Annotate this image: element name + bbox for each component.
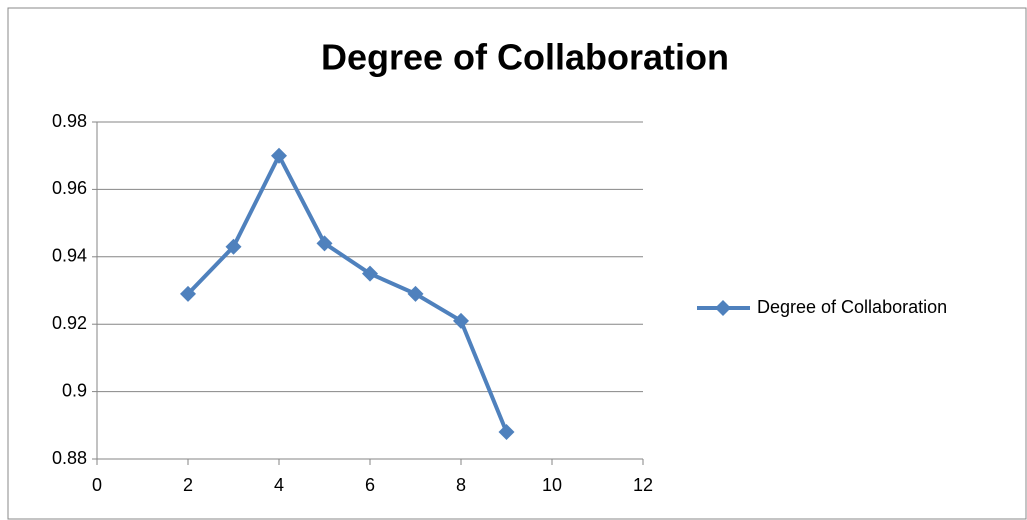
x-tick-label: 0 — [92, 475, 102, 495]
chart-title: Degree of Collaboration — [321, 37, 729, 78]
data-point — [180, 285, 196, 302]
x-tick-label: 4 — [274, 475, 284, 495]
y-tick-label: 0.9 — [62, 380, 87, 400]
x-tick-label: 12 — [633, 475, 653, 495]
x-tick-label: 2 — [183, 475, 193, 495]
data-point — [316, 235, 333, 252]
data-point — [225, 238, 242, 255]
chart-frame — [7, 7, 1027, 520]
data-point — [362, 265, 378, 282]
x-tick-label: 8 — [456, 475, 466, 495]
y-tick-label: 0.96 — [52, 178, 87, 198]
data-point — [407, 285, 424, 302]
legend-marker — [715, 300, 731, 316]
y-tick-label: 0.98 — [52, 111, 87, 131]
data-point — [271, 147, 287, 164]
y-tick-label: 0.94 — [52, 246, 87, 266]
legend-label: Degree of Collaboration — [757, 297, 947, 317]
y-tick-label: 0.88 — [52, 448, 87, 468]
x-tick-label: 10 — [542, 475, 562, 495]
data-point — [498, 424, 515, 441]
y-tick-label: 0.92 — [52, 313, 87, 333]
data-line — [186, 153, 509, 433]
data-point — [453, 312, 469, 329]
x-tick-label: 6 — [365, 475, 375, 495]
